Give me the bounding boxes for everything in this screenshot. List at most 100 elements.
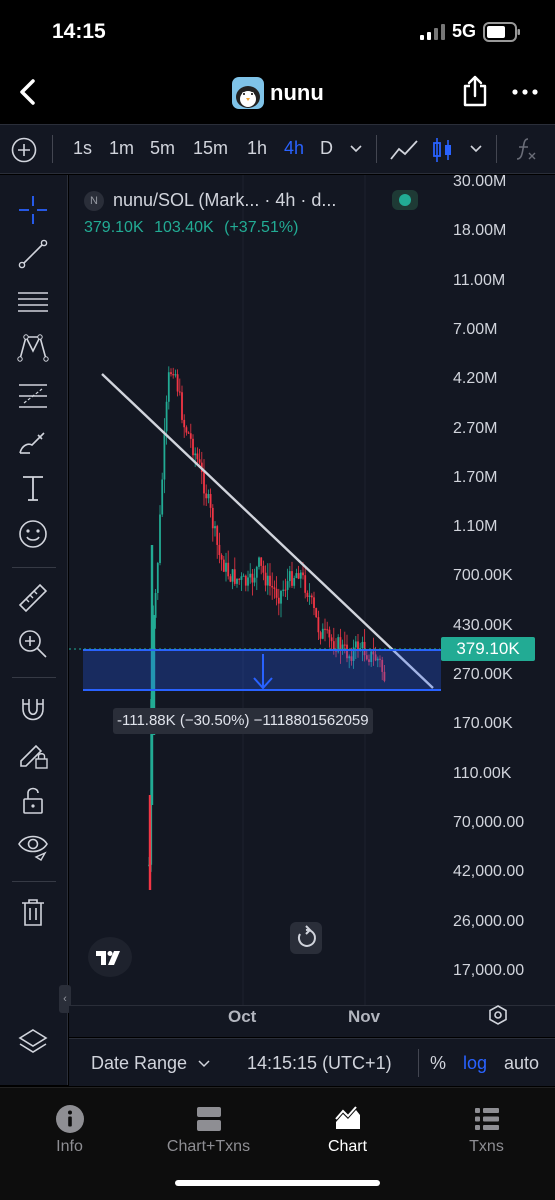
share-button[interactable] [460,74,490,108]
candle-body [264,572,267,586]
candle-body [302,572,304,576]
timeframe-5m[interactable]: 5m [150,138,176,158]
reset-chart-button[interactable] [290,922,322,954]
candle-body [330,637,333,642]
tab-info[interactable]: Info [0,1088,139,1168]
tab-chart-txns-label: Chart+Txns [166,1138,251,1155]
back-button[interactable] [12,75,46,109]
candle-body [203,472,205,494]
candle-body [253,577,256,583]
tradingview-logo[interactable] [88,937,132,977]
eye-icon[interactable] [16,829,50,863]
candle-body [354,641,357,648]
candle-body [339,637,342,651]
candle-body [306,592,309,597]
emoji-icon[interactable] [16,517,50,551]
price-tick: 270.00K [453,666,513,683]
symbol-title[interactable]: nunu/SOL (Mark... · 4h · d... [113,190,337,210]
candle-body [273,587,276,589]
price-tick: 7.00M [453,320,498,338]
more-options-button[interactable] [510,80,540,104]
measure-readout: -111.88K (−30.50%) −1118801562059 [113,708,373,734]
candle-body [216,526,219,545]
magnet-icon[interactable] [16,691,50,725]
measure-arrow [253,654,273,690]
timeframe-15m[interactable]: 15m [193,138,229,158]
text-tool-icon[interactable] [16,471,50,505]
candle-body [269,575,271,586]
chevron-down-icon[interactable] [469,144,483,154]
price-tick: 1.10M [453,518,498,536]
clock[interactable]: 14:15:15 (UTC+1) [247,1053,392,1073]
date-range-button[interactable]: Date Range [91,1053,210,1074]
page-title: nunu [270,80,324,105]
timeframe-D[interactable]: D [320,138,333,158]
candle-body [218,544,221,556]
candle-body [214,526,216,529]
lock-drawings-icon[interactable] [16,737,50,771]
trend-line-icon[interactable] [16,237,50,271]
candle-body [291,571,293,586]
candle-body [209,494,212,508]
fib-retracement-icon[interactable] [16,285,50,319]
candle-body [293,577,296,586]
market-status-badge[interactable] [392,190,418,210]
tab-chart-txns[interactable]: Chart+Txns [139,1088,278,1168]
pattern-icon[interactable] [16,331,50,365]
candle-body [332,641,335,650]
candle-body [370,651,373,662]
add-symbol-icon[interactable] [11,137,37,163]
timeframe-4h[interactable]: 4h [284,138,305,158]
candle-body [163,431,166,480]
candle-body [231,569,234,582]
trash-icon[interactable] [16,895,50,929]
unlock-icon[interactable] [16,783,50,817]
chart-icon [334,1106,360,1129]
status-bar: 14:15 5G [0,0,555,62]
candle-body [205,493,208,499]
candle-body [183,419,186,428]
penguin-icon [236,86,260,108]
candle-body [372,651,375,655]
forecast-icon[interactable] [16,379,50,413]
timeframe-1h[interactable]: 1h [247,138,268,158]
zoom-in-icon[interactable] [16,627,50,661]
time-tick-nov: Nov [348,1007,381,1026]
line-chart-icon[interactable] [389,137,419,163]
price-tick: 70,000.00 [453,813,525,831]
candle-body [368,659,370,662]
price-axis[interactable]: 30.00M 18.00M 11.00M 7.00M 4.20M 2.70M 1.70M 1.… [440,173,555,1005]
log-scale-button[interactable]: log [463,1053,488,1073]
candle-body [284,589,287,591]
price-chart[interactable] [69,175,555,1005]
crosshair-icon[interactable] [16,193,50,227]
candle-body [249,573,252,578]
legend-price: 379.10K [84,219,144,236]
time-axis[interactable]: Oct Nov [69,1005,555,1037]
tab-chart[interactable]: Chart [278,1088,417,1168]
ruler-icon[interactable] [16,581,50,615]
legend-change: 103.40K [154,219,214,236]
candle-body [220,555,223,560]
auto-scale-button[interactable]: auto [504,1053,540,1073]
layers-icon[interactable] [16,1025,50,1059]
tab-txns[interactable]: Txns [417,1088,555,1168]
timeframe-1m[interactable]: 1m [109,138,135,158]
collapse-toolbar-button[interactable]: ‹ [59,985,71,1013]
candle-body [308,595,311,597]
settings-icon[interactable] [487,1004,509,1026]
tab-chart-label: Chart [327,1138,368,1155]
candle-body [341,644,344,651]
current-price-label: 379.10K [441,637,535,661]
symbol-icon: N [84,191,104,211]
percent-scale-button[interactable]: % [430,1053,447,1073]
indicators-icon[interactable] [514,136,538,162]
brush-icon[interactable] [16,425,50,459]
chevron-down-icon[interactable] [349,144,363,154]
candles-icon[interactable] [432,136,454,164]
candle-body [352,647,355,661]
chart-pane[interactable] [69,175,555,1037]
timeframe-1s[interactable]: 1s [73,138,93,158]
price-tick: 17,000.00 [453,961,525,979]
chart-toolbar: 1s 1m 5m 15m 1h 4h D [0,124,555,174]
